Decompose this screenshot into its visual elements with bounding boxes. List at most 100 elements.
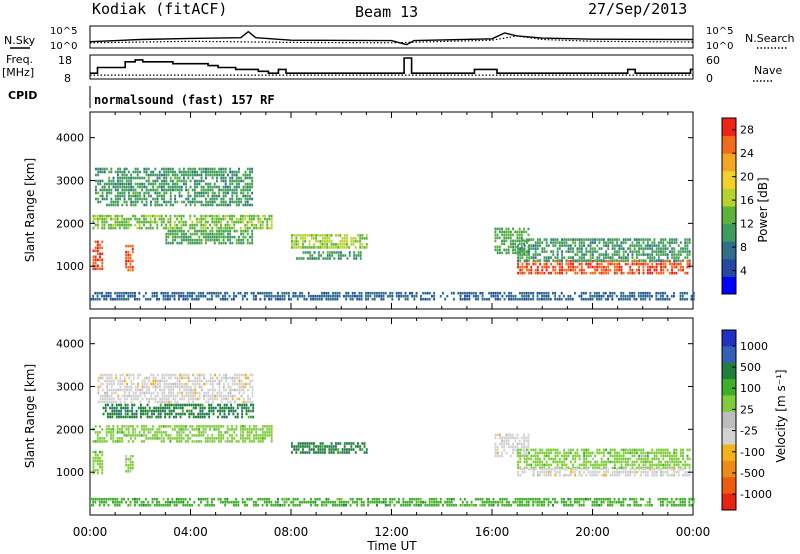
xtick-5: 20:00 xyxy=(575,525,610,539)
power-ytick-0: 1000 xyxy=(56,260,84,273)
station-title: Kodiak (fitACF) xyxy=(92,0,227,18)
velocity-colorbar-tick-6: -500 xyxy=(740,467,765,480)
velocity-colorbar-tick-3: 25 xyxy=(740,403,754,416)
velocity-region-8 xyxy=(517,467,691,477)
velocity-ylabel: Slant Range [km] xyxy=(23,364,37,468)
velocity-region-4 xyxy=(102,403,255,419)
beam-title: Beam 13 xyxy=(355,3,418,21)
power-colorbar-tick-1: 8 xyxy=(740,241,747,254)
velocity-colorbar-swatch-5 xyxy=(722,411,736,429)
power-colorbar-swatch-0 xyxy=(722,276,736,295)
power-region-0 xyxy=(92,214,273,230)
velocity-colorbar-label: Velocity [m s⁻¹] xyxy=(774,369,788,462)
power-region-6 xyxy=(296,251,362,260)
velocity-colorbar-swatch-3 xyxy=(722,379,736,396)
date-title: 27/Sep/2013 xyxy=(588,0,687,18)
velocity-colorbar-tick-7: -1000 xyxy=(740,488,772,501)
xtick-3: 12:00 xyxy=(374,525,409,539)
velocity-region-9 xyxy=(90,497,695,507)
velocity-ytick-0: 1000 xyxy=(56,466,84,479)
power-ytick-2: 3000 xyxy=(56,175,84,188)
velocity-region-2 xyxy=(125,455,134,473)
power-panel: 1000 2000 3000 4000 Slant Range [km] xyxy=(23,111,695,310)
power-colorbar-swatch-4 xyxy=(722,206,736,225)
power-colorbar-swatch-3 xyxy=(722,223,736,242)
power-colorbar-swatch-5 xyxy=(722,188,736,207)
power-colorbar-swatch-8 xyxy=(722,135,736,154)
xtick-1: 04:00 xyxy=(173,525,208,539)
xtick-0: 00:00 xyxy=(73,525,108,539)
x-axis-label: Time UT xyxy=(366,539,417,553)
noise-ytick-top-left: 10^5 xyxy=(50,26,77,37)
freq-label-2: [MHz] xyxy=(2,66,34,79)
velocity-region-0 xyxy=(92,425,273,443)
power-colorbar-tick-3: 16 xyxy=(740,194,754,207)
nsearch-label: N.Search xyxy=(745,32,795,45)
power-colorbar-tick-2: 12 xyxy=(740,218,754,231)
velocity-region-6 xyxy=(494,433,530,458)
velocity-colorbar-tick-5: -100 xyxy=(740,446,765,459)
velocity-ytick-1: 2000 xyxy=(56,423,84,436)
freq-series-freq xyxy=(90,57,693,74)
velocity-colorbar-swatch-0 xyxy=(722,330,736,347)
freq-label-1: Freq. xyxy=(6,53,33,66)
power-ylabel: Slant Range [km] xyxy=(23,158,37,262)
nave-label: Nave xyxy=(754,64,782,77)
velocity-colorbar-tick-0: 1000 xyxy=(740,340,768,353)
power-colorbar-swatch-1 xyxy=(722,258,736,277)
noise-series-nsearch xyxy=(89,35,694,44)
velocity-colorbar-tick-4: -25 xyxy=(740,425,758,438)
freq-ytick-bottom-right: 0 xyxy=(706,72,713,85)
noise-panel: 10^5 10^0 10^5 10^0 xyxy=(50,25,733,52)
noise-ytick-bottom-right: 10^0 xyxy=(706,41,733,52)
cpid-panel: normalsound (fast) 157 RF xyxy=(89,86,275,108)
velocity-colorbar-tick-2: 100 xyxy=(740,382,761,395)
velocity-colorbar-swatch-8 xyxy=(722,460,736,478)
power-colorbar-tick-0: 4 xyxy=(740,265,747,278)
power-colorbar-tick-5: 24 xyxy=(740,147,754,160)
xtick-4: 16:00 xyxy=(475,525,510,539)
power-colorbar-swatch-9 xyxy=(722,118,736,137)
velocity-colorbar-swatch-9 xyxy=(722,477,736,495)
power-region-3 xyxy=(125,244,134,272)
cpid-text: normalsound (fast) 157 RF xyxy=(94,93,275,107)
velocity-colorbar-swatch-10 xyxy=(722,493,736,511)
freq-ytick-top-left: 18 xyxy=(58,54,72,67)
power-colorbar-tick-6: 28 xyxy=(740,124,754,137)
frequency-panel: 18 8 60 0 xyxy=(58,54,720,85)
velocity-region-3 xyxy=(97,373,254,404)
velocity-colorbar-swatch-4 xyxy=(722,395,736,413)
power-colorbar: 4 8 12 16 20 24 28 Power [dB] xyxy=(721,117,770,295)
velocity-panel: 1000 2000 3000 4000 Slant Range [km] xyxy=(23,317,695,516)
power-region-10 xyxy=(90,291,695,301)
power-colorbar-swatch-6 xyxy=(722,170,736,189)
power-colorbar-tick-4: 20 xyxy=(740,171,754,184)
power-colorbar-swatch-2 xyxy=(722,241,736,260)
nsky-label: N.Sky xyxy=(4,34,36,47)
velocity-ytick-3: 4000 xyxy=(56,338,84,351)
velocity-colorbar-swatch-2 xyxy=(722,362,736,380)
power-region-4 xyxy=(165,229,254,245)
cpid-label: CPID xyxy=(8,89,37,102)
velocity-colorbar-tick-1: 500 xyxy=(740,361,761,374)
power-region-5 xyxy=(291,234,368,249)
velocity-colorbar: 1000 500 100 25 -25 -100 -500 -1000 Velocity [m… xyxy=(721,329,788,511)
freq-ytick-top-right: 60 xyxy=(706,54,720,67)
velocity-colorbar-swatch-7 xyxy=(722,444,736,462)
power-ytick-1: 2000 xyxy=(56,217,84,230)
power-colorbar-label: Power [dB] xyxy=(756,177,770,242)
power-ytick-3: 4000 xyxy=(56,132,84,145)
velocity-region-1 xyxy=(92,450,104,475)
power-region-9 xyxy=(517,238,691,262)
power-region-7 xyxy=(494,227,530,255)
power-colorbar-swatch-7 xyxy=(722,153,736,172)
xtick-6: 00:00 xyxy=(676,525,711,539)
xtick-2: 08:00 xyxy=(274,525,309,539)
velocity-ytick-2: 3000 xyxy=(56,381,84,394)
velocity-colorbar-swatch-1 xyxy=(722,346,736,364)
noise-ytick-bottom-left: 10^0 xyxy=(50,41,77,52)
power-region-1 xyxy=(95,167,254,207)
freq-ytick-bottom-left: 8 xyxy=(64,72,71,85)
noise-ytick-top-right: 10^5 xyxy=(706,26,733,37)
